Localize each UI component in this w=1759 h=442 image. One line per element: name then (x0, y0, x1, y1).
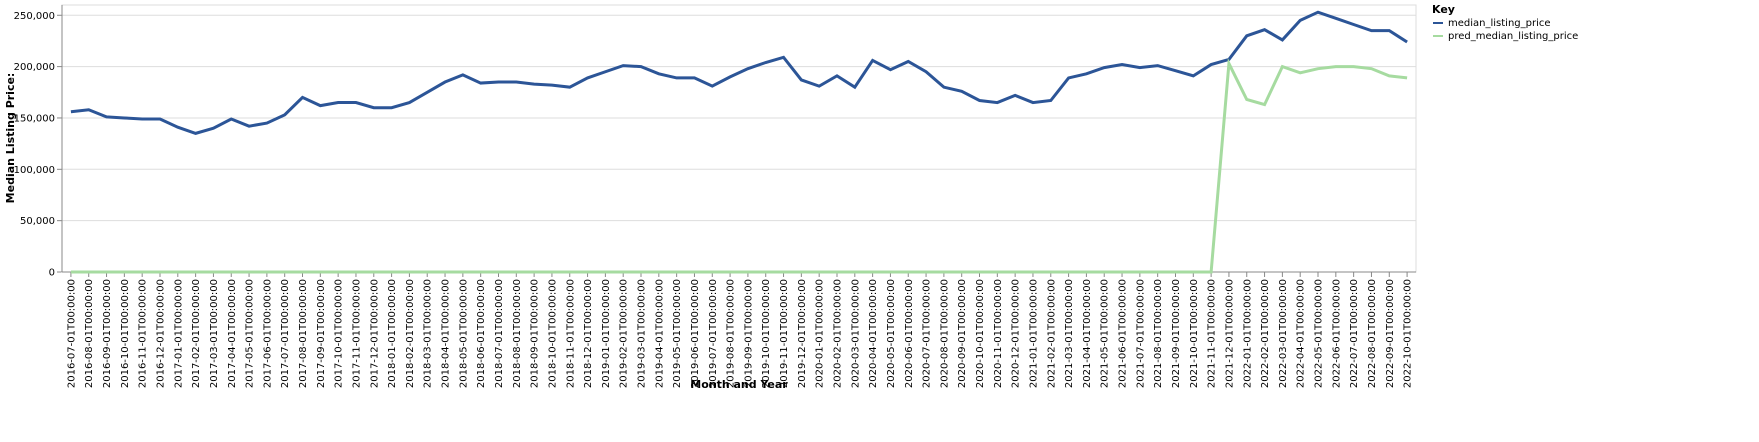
x-tick-label: 2021-08-01T00:00:00 (1153, 279, 1164, 388)
x-tick-label: 2022-07-01T00:00:00 (1349, 279, 1360, 388)
series-line (70, 10, 1408, 135)
x-tick-label: 2019-05-01T00:00:00 (672, 279, 683, 388)
series-line (70, 58, 1408, 274)
x-tick-label: 2021-12-01T00:00:00 (1224, 279, 1235, 388)
x-tick-label: 2022-10-01T00:00:00 (1403, 279, 1414, 388)
x-tick-label: 2019-12-01T00:00:00 (797, 279, 808, 388)
x-tick-label: 2019-08-01T00:00:00 (726, 279, 737, 388)
x-tick-label: 2017-04-01T00:00:00 (227, 279, 238, 388)
x-tick-label: 2021-03-01T00:00:00 (1064, 279, 1075, 388)
x-tick-label: 2017-08-01T00:00:00 (298, 279, 309, 388)
x-tick-label: 2016-12-01T00:00:00 (155, 279, 166, 388)
x-tick-label: 2018-09-01T00:00:00 (530, 279, 541, 388)
x-tick-label: 2019-07-01T00:00:00 (708, 279, 719, 388)
x-tick-label: 2022-05-01T00:00:00 (1314, 279, 1325, 388)
y-tick-label: 50,000 (20, 216, 55, 227)
x-tick-label: 2022-03-01T00:00:00 (1278, 279, 1289, 388)
x-tick-label: 2020-06-01T00:00:00 (904, 279, 915, 388)
x-tick-label: 2018-10-01T00:00:00 (547, 279, 558, 388)
x-tick-label: 2020-04-01T00:00:00 (868, 279, 879, 388)
x-tick-label: 2017-09-01T00:00:00 (316, 279, 327, 388)
x-tick-label: 2019-04-01T00:00:00 (654, 279, 665, 388)
x-tick-label: 2020-02-01T00:00:00 (832, 279, 843, 388)
y-tick-label: 150,000 (14, 113, 55, 124)
x-tick-label: 2018-03-01T00:00:00 (423, 279, 434, 388)
x-tick-label: 2019-09-01T00:00:00 (743, 279, 754, 388)
x-tick-label: 2019-11-01T00:00:00 (779, 279, 790, 388)
x-tick-label: 2021-06-01T00:00:00 (1118, 279, 1129, 388)
x-tick-label: 2017-05-01T00:00:00 (245, 279, 256, 388)
x-tick-label: 2017-07-01T00:00:00 (280, 279, 291, 388)
x-tick-label: 2017-02-01T00:00:00 (191, 279, 202, 388)
x-tick-label: 2022-08-01T00:00:00 (1367, 279, 1378, 388)
x-tick-label: 2020-01-01T00:00:00 (815, 279, 826, 388)
x-tick-label: 2018-07-01T00:00:00 (494, 279, 505, 388)
x-tick-label: 2022-06-01T00:00:00 (1331, 279, 1342, 388)
x-tick-label: 2021-02-01T00:00:00 (1046, 279, 1057, 388)
x-tick-label: 2019-02-01T00:00:00 (619, 279, 630, 388)
x-tick-label: 2020-07-01T00:00:00 (922, 279, 933, 388)
x-tick-label: 2018-02-01T00:00:00 (405, 279, 416, 388)
x-tick-label: 2020-10-01T00:00:00 (975, 279, 986, 388)
x-tick-label: 2022-01-01T00:00:00 (1242, 279, 1253, 388)
x-tick-label: 2017-12-01T00:00:00 (369, 279, 380, 388)
x-axis-title: Month and Year (690, 378, 788, 391)
y-axis-title: Median Listing Price: (4, 73, 17, 204)
x-tick-label: 2018-12-01T00:00:00 (583, 279, 594, 388)
x-tick-label: 2018-01-01T00:00:00 (387, 279, 398, 388)
x-tick-label: 2016-08-01T00:00:00 (84, 279, 95, 388)
x-tick-label: 2019-06-01T00:00:00 (690, 279, 701, 388)
x-tick-label: 2021-10-01T00:00:00 (1189, 279, 1200, 388)
y-tick-label: 0 (49, 268, 55, 279)
x-tick-label: 2021-09-01T00:00:00 (1171, 279, 1182, 388)
x-tick-label: 2022-09-01T00:00:00 (1385, 279, 1396, 388)
legend-label: median_listing_price (1448, 18, 1551, 29)
x-tick-label: 2020-05-01T00:00:00 (886, 279, 897, 388)
x-tick-label: 2021-01-01T00:00:00 (1028, 279, 1039, 388)
x-tick-label: 2017-01-01T00:00:00 (173, 279, 184, 388)
legend-label: pred_median_listing_price (1448, 31, 1578, 42)
y-tick-label: 100,000 (14, 165, 55, 176)
x-tick-label: 2017-03-01T00:00:00 (209, 279, 220, 388)
plot-frame (61, 4, 1417, 273)
x-tick-label: 2020-03-01T00:00:00 (850, 279, 861, 388)
legend-title: Key (1432, 3, 1455, 16)
x-tick-label: 2019-03-01T00:00:00 (637, 279, 648, 388)
x-tick-label: 2018-05-01T00:00:00 (458, 279, 469, 388)
x-tick-label: 2018-04-01T00:00:00 (441, 279, 452, 388)
x-tick-label: 2017-06-01T00:00:00 (262, 279, 273, 388)
x-tick-label: 2018-08-01T00:00:00 (512, 279, 523, 388)
x-tick-label: 2016-10-01T00:00:00 (120, 279, 131, 388)
x-tick-label: 2021-07-01T00:00:00 (1135, 279, 1146, 388)
x-tick-label: 2019-01-01T00:00:00 (601, 279, 612, 388)
x-tick-label: 2022-02-01T00:00:00 (1260, 279, 1271, 388)
x-tick-label: 2020-12-01T00:00:00 (1011, 279, 1022, 388)
x-tick-label: 2016-11-01T00:00:00 (138, 279, 149, 388)
x-tick-label: 2021-04-01T00:00:00 (1082, 279, 1093, 388)
x-tick-label: 2020-08-01T00:00:00 (939, 279, 950, 388)
y-tick-label: 200,000 (14, 62, 55, 73)
x-tick-label: 2021-11-01T00:00:00 (1207, 279, 1218, 388)
x-tick-label: 2019-10-01T00:00:00 (761, 279, 772, 388)
x-tick-label: 2016-07-01T00:00:00 (66, 279, 77, 388)
y-tick-label: 250,000 (14, 11, 55, 22)
x-tick-label: 2022-04-01T00:00:00 (1296, 279, 1307, 388)
x-tick-label: 2017-11-01T00:00:00 (351, 279, 362, 388)
x-tick-label: 2020-11-01T00:00:00 (993, 279, 1004, 388)
x-tick-label: 2016-09-01T00:00:00 (102, 279, 113, 388)
x-tick-label: 2017-10-01T00:00:00 (334, 279, 345, 388)
x-tick-label: 2021-05-01T00:00:00 (1100, 279, 1111, 388)
x-tick-label: 2018-11-01T00:00:00 (565, 279, 576, 388)
x-tick-label: 2018-06-01T00:00:00 (476, 279, 487, 388)
x-tick-label: 2020-09-01T00:00:00 (957, 279, 968, 388)
